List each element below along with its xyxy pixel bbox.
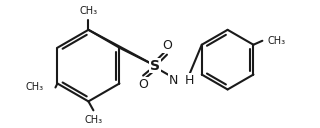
Text: H: H: [185, 74, 194, 87]
Text: S: S: [150, 59, 160, 73]
Text: O: O: [138, 78, 148, 91]
Text: O: O: [162, 39, 172, 52]
Text: N: N: [169, 74, 178, 87]
Text: CH₃: CH₃: [84, 115, 102, 125]
Text: CH₃: CH₃: [267, 36, 285, 46]
Text: CH₃: CH₃: [79, 6, 98, 16]
Text: CH₃: CH₃: [25, 82, 44, 92]
